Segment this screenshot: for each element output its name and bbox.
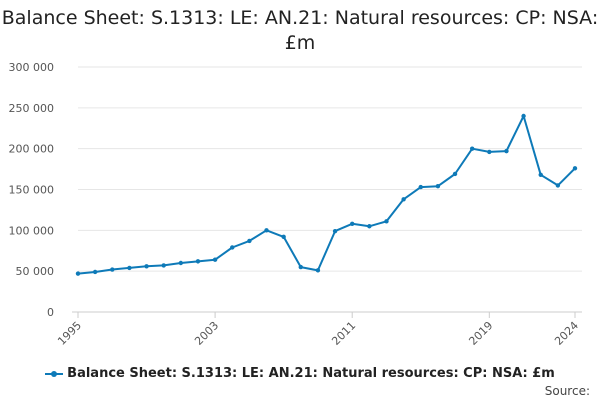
y-tick-label: 250 000 (9, 102, 55, 115)
y-tick-label: 50 000 (16, 265, 55, 278)
axes (72, 311, 582, 318)
data-point[interactable] (538, 172, 543, 177)
data-point[interactable] (281, 234, 286, 240)
data-point[interactable] (521, 113, 526, 119)
data-point[interactable] (418, 184, 423, 190)
data-point[interactable] (367, 224, 372, 229)
y-tick-label: 100 000 (9, 224, 55, 237)
data-point[interactable] (384, 219, 389, 224)
grid-lines (78, 66, 582, 272)
data-point[interactable] (178, 260, 184, 266)
series-line (77, 115, 576, 275)
x-tick-label: 2011 (329, 319, 358, 348)
data-point[interactable] (195, 259, 201, 264)
y-tick-label: 0 (47, 306, 54, 319)
x-tick-labels: 1995 2003 2011 2019 2024 (55, 319, 581, 348)
data-point[interactable] (247, 238, 252, 244)
data-point[interactable] (92, 269, 98, 275)
data-point[interactable] (469, 146, 475, 151)
series-lines (77, 115, 576, 275)
data-point[interactable] (127, 265, 132, 271)
y-tick-labels: 0 50 000 100 000 150 000 200 000 250 000 300 0… (9, 61, 55, 319)
data-point[interactable] (504, 148, 509, 154)
chart-title: Balance Sheet: S.1313: LE: AN.21: Natura… (1, 7, 599, 54)
x-tick-label: 1995 (55, 319, 84, 348)
legend: Balance Sheet: S.1313: LE: AN.21: Natura… (0, 366, 600, 381)
data-point[interactable] (230, 245, 235, 250)
data-point[interactable] (298, 264, 303, 270)
data-point[interactable] (144, 264, 149, 269)
x-tick-label: 2024 (552, 319, 581, 348)
y-tick-label: 300 000 (9, 61, 55, 74)
data-point[interactable] (332, 228, 338, 234)
data-point[interactable] (435, 184, 441, 189)
data-point[interactable] (555, 183, 561, 188)
data-point[interactable] (264, 228, 269, 233)
x-tick-label: 2019 (466, 319, 495, 348)
y-tick-label: 200 000 (9, 143, 55, 156)
data-point[interactable] (75, 271, 81, 276)
x-tick-label: 2003 (192, 319, 221, 348)
y-tick-label: 150 000 (9, 184, 55, 197)
legend-label: Balance Sheet: S.1313: LE: AN.21: Natura… (67, 366, 555, 381)
data-point[interactable] (487, 149, 492, 155)
data-point[interactable] (315, 268, 321, 273)
data-point[interactable] (110, 267, 115, 272)
data-point[interactable] (161, 263, 166, 268)
series-points (75, 113, 578, 276)
legend-swatch (45, 370, 64, 377)
data-point[interactable] (401, 197, 406, 202)
data-point[interactable] (572, 166, 578, 171)
data-point[interactable] (350, 221, 355, 226)
data-point[interactable] (212, 257, 218, 262)
data-point[interactable] (452, 171, 458, 177)
source-label: Source: (544, 384, 590, 398)
